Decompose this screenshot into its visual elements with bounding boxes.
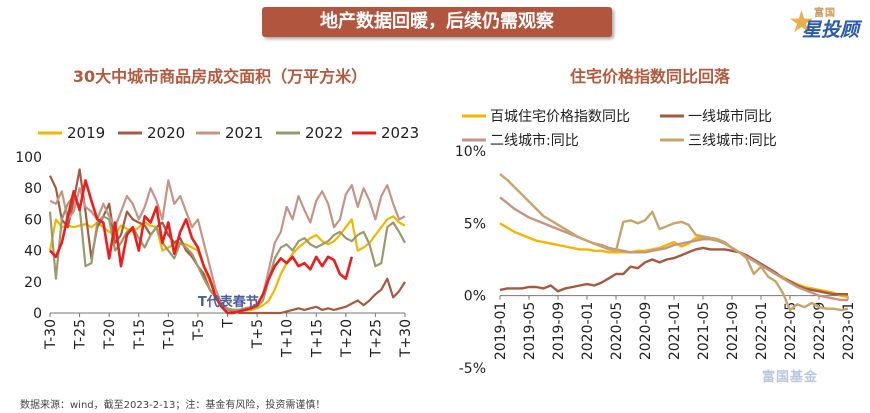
series-line-1	[499, 246, 848, 296]
spring-festival-annotation: T代表春节	[198, 294, 259, 310]
star-icon: ★	[788, 5, 815, 40]
y-tick-label: 0%	[464, 289, 486, 305]
legend-label-2023: 2023	[381, 124, 419, 142]
legend-label-2021: 2021	[225, 124, 263, 142]
x-tick-label: 2020-09	[638, 302, 654, 361]
logo-top-text: 富国	[814, 8, 836, 19]
x-tick-label: T-20	[102, 319, 118, 350]
series-line-3	[499, 173, 849, 312]
x-tick-label: T	[221, 319, 237, 329]
left-chart-title: 30大中城市商品房成交面积（万平方米）	[72, 67, 368, 86]
page-banner: 地产数据回暖，后续仍需观察	[262, 7, 612, 37]
x-tick-label: T+30	[398, 319, 414, 358]
series-line-2023	[49, 179, 354, 315]
x-tick-label: T-30	[43, 319, 59, 350]
x-tick-label: 2021-01	[667, 302, 683, 361]
y-tick-label: 0	[33, 306, 42, 322]
x-tick-label: T+20	[339, 319, 355, 358]
logo-main-text: 星投顾	[802, 19, 860, 41]
x-tick-label: T-25	[73, 319, 89, 350]
legend-label-2019: 2019	[67, 124, 105, 142]
legend-label-1: 一线城市同比	[688, 108, 772, 125]
x-tick-label: 2020-01	[580, 302, 596, 361]
x-tick-label: 2022-05	[783, 302, 799, 361]
watermark-text: 富国基金	[762, 370, 819, 385]
legend-label-2022: 2022	[305, 124, 343, 142]
x-tick-label: 2022-01	[754, 302, 770, 361]
x-tick-label: T+5	[250, 319, 266, 349]
series-line-2021	[49, 179, 406, 311]
legend-label-2: 二线城市:同比	[490, 132, 579, 149]
legend-label-3: 三线城市:同比	[688, 132, 777, 149]
series-line-2	[499, 196, 848, 302]
source-note: 数据来源：wind，截至2023-2-13；注：基金有风险，投资需谨慎！	[20, 400, 326, 411]
y-tick-label: 20	[24, 275, 42, 291]
x-tick-label: T+25	[368, 319, 384, 358]
x-tick-label: 2019-05	[522, 302, 538, 361]
x-tick-label: T-15	[132, 319, 148, 350]
y-tick-label: -5%	[459, 361, 486, 377]
x-tick-label: T+10	[280, 319, 296, 358]
brand-logo: ★ 富国 星投顾	[788, 4, 868, 44]
x-tick-label: 2021-09	[725, 302, 741, 361]
x-tick-label: 2022-09	[812, 302, 828, 361]
x-tick-label: 2021-05	[696, 302, 712, 361]
x-tick-label: 2023-01	[841, 302, 857, 361]
y-tick-label: 60	[24, 212, 42, 228]
y-tick-label: 80	[24, 181, 42, 197]
y-tick-label: 5%	[464, 216, 486, 232]
legend-label-2020: 2020	[147, 124, 185, 142]
x-tick-label: 2019-09	[551, 302, 567, 361]
y-tick-label: 10%	[455, 144, 486, 160]
x-tick-label: 2020-05	[609, 302, 625, 361]
x-tick-label: T+15	[309, 319, 325, 358]
x-tick-label: T-10	[161, 319, 177, 350]
y-tick-label: 40	[24, 244, 42, 260]
right-chart-title: 住宅价格指数同比回落	[569, 67, 730, 86]
series-line-2022	[48, 194, 406, 311]
y-tick-label: 100	[15, 150, 42, 166]
x-tick-label: 2019-01	[493, 302, 509, 361]
legend-label-0: 百城住宅价格指数同比	[490, 109, 630, 125]
x-tick-label: T-5	[191, 319, 207, 341]
